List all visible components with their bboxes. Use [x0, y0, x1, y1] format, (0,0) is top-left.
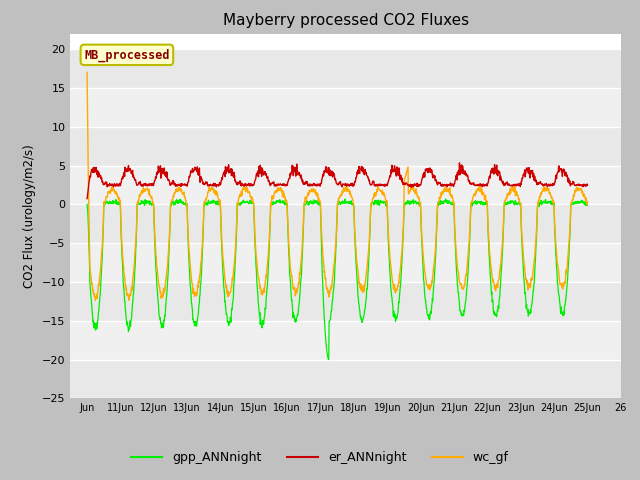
er_ANNnight [182, 182, 190, 188]
gpp_ANNnight [584, 203, 591, 208]
er_ANNnight [415, 181, 422, 187]
Y-axis label: CO2 Flux (urology/m2/s): CO2 Flux (urology/m2/s) [24, 144, 36, 288]
Legend: gpp_ANNnight, er_ANNnight, wc_gf: gpp_ANNnight, er_ANNnight, wc_gf [126, 446, 514, 469]
er_ANNnight [525, 170, 532, 176]
wc_gf [182, 201, 190, 207]
Bar [70, 243, 621, 282]
wc_gf [415, 196, 422, 202]
gpp_ANNnight [250, 223, 258, 228]
wc_gf [92, 298, 99, 303]
Bar [70, 282, 621, 321]
Bar [70, 166, 621, 204]
wc_gf [525, 284, 532, 289]
wc_gf [251, 228, 259, 234]
Line: er_ANNnight: er_ANNnight [87, 163, 588, 199]
Title: Mayberry processed CO2 Fluxes: Mayberry processed CO2 Fluxes [223, 13, 468, 28]
Bar [70, 204, 621, 243]
wc_gf [481, 192, 488, 198]
Bar [70, 88, 621, 127]
Text: MB_processed: MB_processed [84, 48, 170, 61]
gpp_ANNnight [525, 311, 532, 316]
Bar [70, 360, 621, 398]
Bar [70, 49, 621, 88]
gpp_ANNnight [442, 196, 449, 202]
wc_gf [584, 199, 591, 204]
Bar [70, 127, 621, 166]
er_ANNnight [250, 180, 258, 186]
er_ANNnight [481, 182, 488, 188]
gpp_ANNnight [415, 201, 422, 207]
er_ANNnight [584, 182, 591, 188]
er_ANNnight [195, 172, 202, 178]
wc_gf [195, 279, 202, 285]
gpp_ANNnight [182, 201, 190, 207]
er_ANNnight [456, 160, 463, 166]
gpp_ANNnight [195, 311, 202, 316]
wc_gf [83, 70, 91, 75]
er_ANNnight [83, 196, 91, 202]
Line: gpp_ANNnight: gpp_ANNnight [87, 199, 588, 360]
Line: wc_gf: wc_gf [87, 72, 588, 300]
gpp_ANNnight [83, 202, 91, 207]
gpp_ANNnight [325, 357, 333, 362]
Bar [70, 321, 621, 360]
gpp_ANNnight [481, 200, 488, 206]
